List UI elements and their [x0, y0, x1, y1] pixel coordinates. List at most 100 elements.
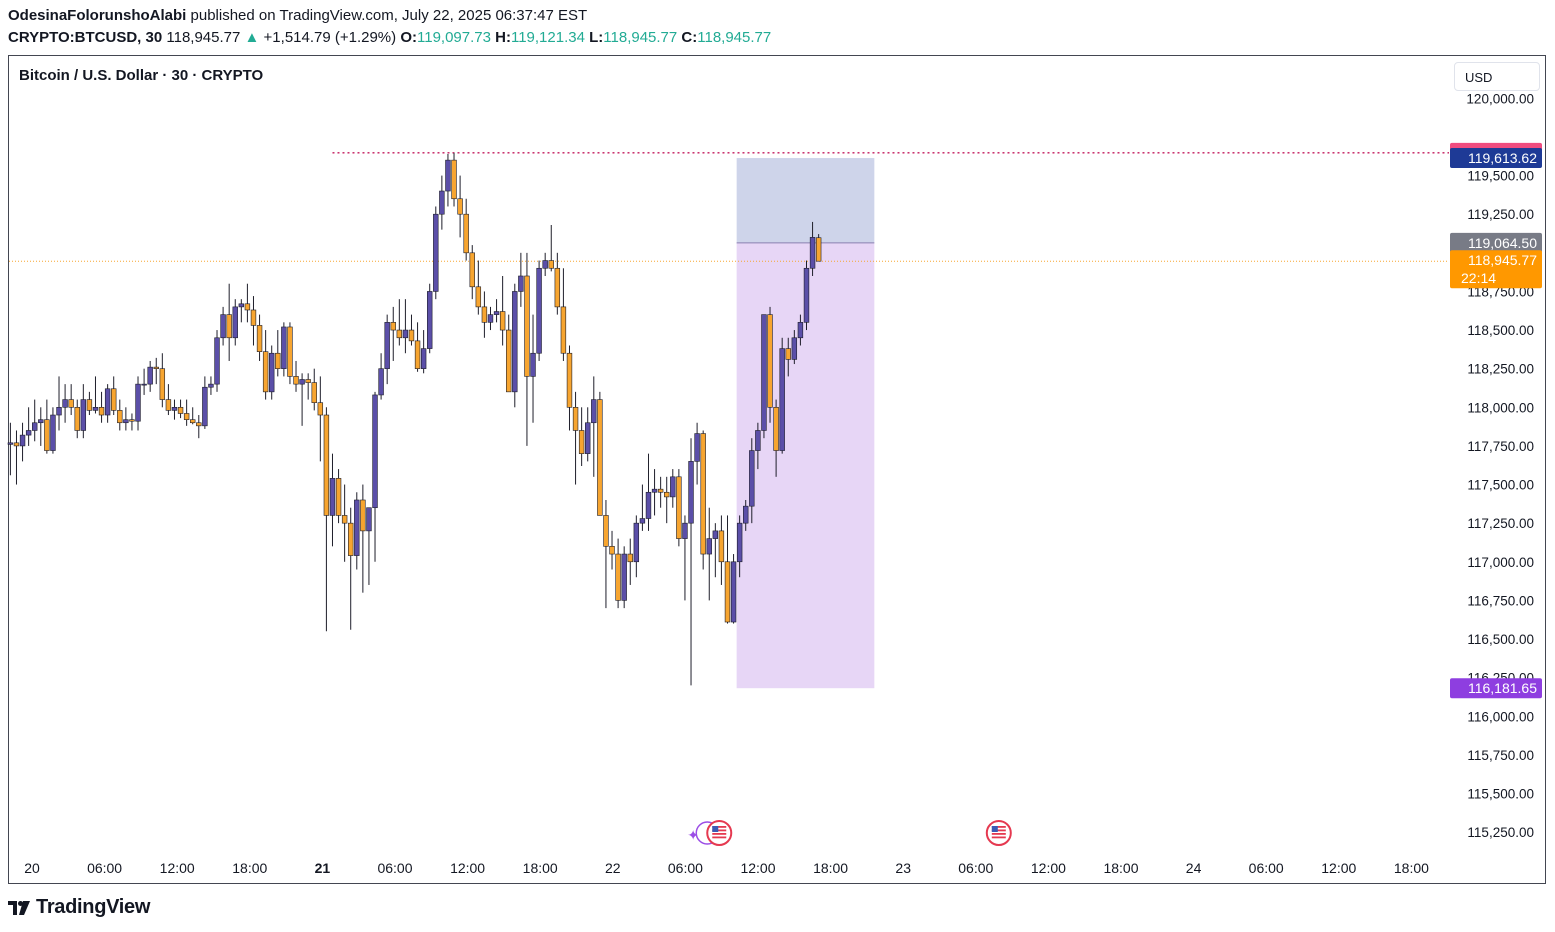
- candle: [293, 360, 299, 392]
- price-tick-label: 119,500.00: [1467, 169, 1534, 184]
- currency-button[interactable]: USD: [1454, 62, 1540, 91]
- candle-body: [463, 213, 469, 254]
- candle-body: [238, 303, 245, 308]
- candle-body: [694, 433, 700, 462]
- candle: [38, 407, 44, 446]
- candle-body: [86, 399, 93, 411]
- candle: [548, 225, 554, 272]
- candle-body: [62, 399, 68, 408]
- candle-body: [609, 546, 615, 555]
- candle: [123, 407, 129, 431]
- candle-body: [13, 442, 20, 447]
- candle-body: [117, 410, 123, 424]
- candle: [791, 330, 798, 365]
- candle-body: [487, 314, 494, 323]
- candle-body: [657, 488, 664, 493]
- candle-body: [779, 348, 785, 451]
- candle: [372, 391, 378, 562]
- candle-body: [335, 478, 342, 516]
- candle-body: [98, 406, 105, 416]
- time-axis: 20 06:00 12:00 18:00 21 06:00 12:00 18:00 22 06:0…: [24, 860, 1429, 876]
- price-tick-label: 117,750.00: [1467, 439, 1534, 454]
- candle-body: [688, 461, 694, 524]
- candle: [366, 507, 372, 585]
- price-tick-label: 117,250.00: [1467, 516, 1534, 531]
- candle: [633, 515, 640, 578]
- candle-body: [791, 337, 798, 360]
- candle-body: [597, 399, 603, 516]
- entry-price-label-text: 119,064.50: [1468, 235, 1537, 251]
- candle: [506, 314, 512, 393]
- candle-body: [493, 311, 500, 315]
- candle-body: [578, 430, 585, 454]
- flag-stripe: [712, 826, 727, 828]
- change-arrow-icon: ▲: [244, 29, 260, 46]
- candle-body: [797, 322, 804, 339]
- candle: [317, 376, 324, 462]
- candle: [615, 538, 621, 609]
- candle-body: [190, 419, 196, 424]
- candle-body: [670, 476, 676, 498]
- candle: [408, 314, 415, 346]
- candle-body: [354, 499, 360, 556]
- candle: [767, 306, 773, 423]
- ohlc-summary: CRYPTO:BTCUSD, 30 118,945.77 ▲ +1,514.79…: [8, 29, 771, 46]
- candle-body: [530, 352, 536, 377]
- candle-body: [682, 522, 688, 539]
- candle: [700, 430, 706, 570]
- time-tick-label: 06:00: [1249, 860, 1284, 876]
- candle: [785, 337, 791, 377]
- time-tick-label: 12:00: [160, 860, 195, 876]
- countdown-text: 22:14: [1461, 270, 1496, 286]
- candle-body: [38, 419, 44, 424]
- candle: [803, 260, 810, 331]
- candle-body: [50, 414, 56, 451]
- candle: [512, 283, 518, 408]
- candle: [262, 330, 269, 400]
- candle: [384, 314, 390, 385]
- candle-body: [548, 260, 554, 269]
- candle-body: [256, 325, 263, 352]
- candle-body: [141, 383, 147, 386]
- candle: [469, 245, 475, 300]
- candle: [92, 376, 99, 414]
- candle-body: [457, 198, 463, 215]
- candle-body: [451, 159, 457, 200]
- event-markers: ✦: [687, 820, 1012, 846]
- publish-info: OdesinaFolorunshoAlabi published on Trad…: [8, 7, 587, 24]
- time-tick-label: 18:00: [1394, 860, 1429, 876]
- price-tick-label: 116,750.00: [1467, 593, 1534, 608]
- high-value: 119,121.34: [510, 29, 585, 46]
- candle: [98, 391, 105, 423]
- candle-body: [329, 478, 336, 516]
- brand-name: TradingView: [36, 896, 151, 918]
- candle: [171, 399, 178, 420]
- candle-body: [566, 352, 573, 408]
- stop-price-label-bg: [1450, 678, 1542, 699]
- candle-body: [439, 190, 445, 215]
- candle: [481, 291, 488, 338]
- candle-body: [348, 522, 354, 556]
- candle: [463, 198, 469, 261]
- price-tick-label: 118,500.00: [1467, 323, 1534, 338]
- candle: [335, 469, 342, 524]
- candle: [13, 430, 20, 485]
- candle-body: [384, 322, 390, 369]
- target-price-label-bg: [1450, 148, 1542, 169]
- candle: [135, 376, 141, 431]
- candle: [445, 153, 451, 207]
- time-tick-label: 24: [1186, 860, 1202, 876]
- flag-stripe: [991, 826, 1006, 828]
- candle-body: [202, 386, 208, 427]
- entry-price-label-bg: [1450, 232, 1542, 253]
- candle: [682, 515, 688, 601]
- price-tick-label: 116,500.00: [1467, 632, 1534, 647]
- time-tick-label: 21: [315, 860, 331, 876]
- candle: [190, 407, 196, 425]
- candle-body: [262, 351, 269, 393]
- candle-body: [159, 368, 166, 400]
- candle: [414, 322, 421, 372]
- candle: [779, 337, 785, 454]
- candle: [32, 399, 38, 442]
